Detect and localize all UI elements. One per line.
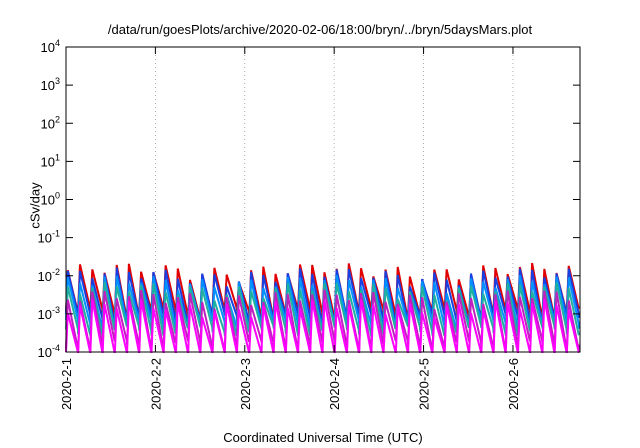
x-tick-label: 2020-2-2 (148, 358, 163, 410)
y-tick-label: 10-2 (38, 267, 60, 284)
y-tick-label: 103 (41, 76, 60, 93)
y-tick-label: 104 (41, 38, 60, 55)
x-tick-label: 2020-2-5 (417, 358, 432, 410)
x-tick-label: 2020-2-3 (238, 358, 253, 410)
y-tick-label: 10-1 (38, 229, 60, 246)
x-tick-label: 2020-2-1 (59, 358, 74, 410)
y-tick-label: 100 (41, 191, 60, 208)
y-axis-label: cSv/day (27, 182, 43, 229)
y-tick-label: 102 (41, 114, 60, 131)
y-tick-label: 10-3 (38, 305, 60, 322)
grid-lines (154, 47, 514, 352)
y-tick-label: 101 (41, 152, 60, 169)
x-axis-label: Coordinated Universal Time (UTC) (223, 430, 423, 445)
x-tick-label: 2020-2-6 (506, 358, 521, 410)
y-tick-label: 10-4 (38, 343, 60, 360)
chart-title: /data/run/goesPlots/archive/2020-02-06/1… (107, 22, 533, 37)
series-layer (65, 262, 581, 353)
x-tick-label: 2020-2-4 (327, 358, 342, 410)
